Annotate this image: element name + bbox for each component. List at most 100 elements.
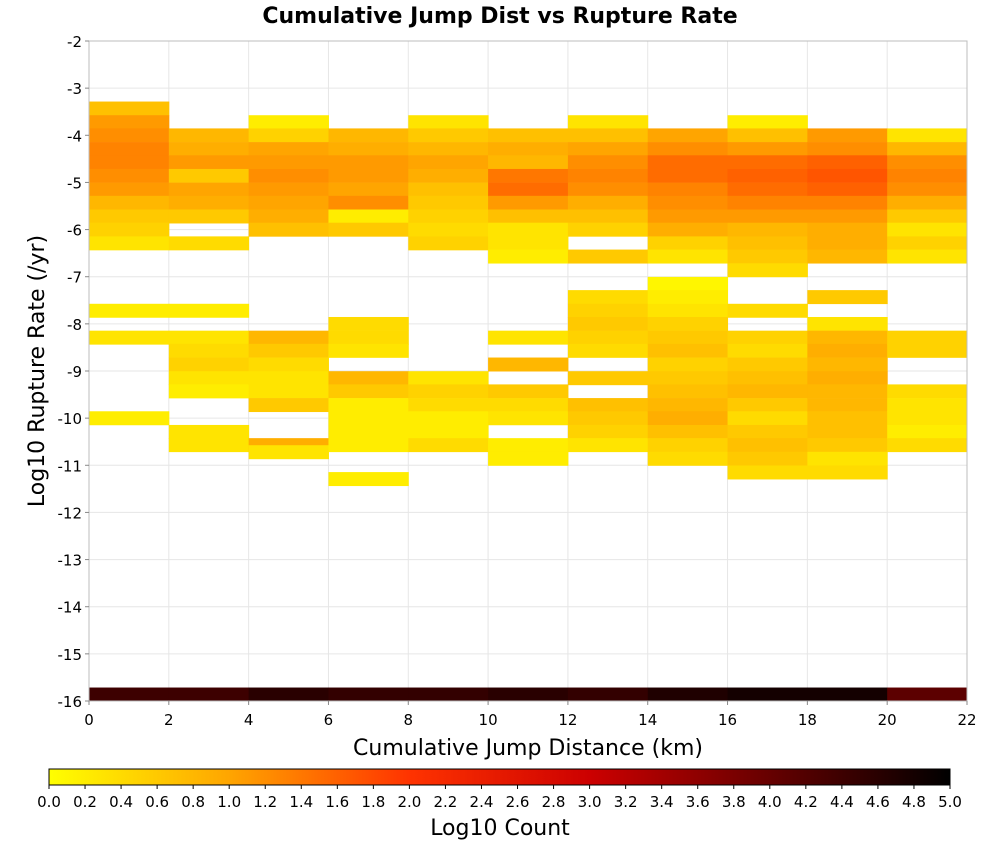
heatmap-cell: [647, 195, 729, 210]
heatmap-cell: [89, 330, 170, 345]
heatmap-cell: [328, 411, 409, 426]
colorbar-label: Log10 Count: [430, 816, 570, 841]
heatmap-cell: [807, 155, 888, 170]
colorbar-tick-label: 2.4: [470, 793, 494, 811]
heatmap-cell: [488, 168, 569, 183]
heatmap-cell: [727, 115, 808, 130]
colorbar-tick-label: 2.2: [434, 793, 458, 811]
heatmap-cell: [727, 222, 808, 237]
heatmap-cell: [887, 128, 968, 143]
heatmap-cell: [328, 384, 409, 399]
heatmap-cell: [807, 249, 888, 264]
heatmap-cell: [408, 209, 489, 224]
heatmap-cell: [89, 115, 170, 130]
heatmap-cell: [887, 155, 968, 170]
heatmap-cell: [89, 168, 170, 183]
heatmap-cell: [647, 182, 729, 197]
heatmap-cell: [248, 142, 329, 157]
heatmap-cell: [887, 398, 968, 413]
y-tick-label: -6: [67, 222, 82, 240]
heatmap-cell: [89, 687, 170, 702]
heatmap-cell: [887, 249, 968, 264]
heatmap-cell: [727, 182, 808, 197]
heatmap-cell: [248, 343, 329, 358]
heatmap-cell: [567, 209, 649, 224]
heatmap-cell: [168, 168, 250, 183]
colorbar-tick-label: 3.6: [686, 793, 710, 811]
heatmap-cell: [408, 222, 489, 237]
heatmap-cell: [807, 316, 888, 331]
heatmap-cell: [567, 128, 649, 143]
heatmap-cell: [328, 142, 409, 157]
heatmap-cell: [887, 411, 968, 426]
heatmap-cell: [647, 155, 729, 170]
heatmap-cell: [328, 128, 409, 143]
y-tick-label: -4: [67, 127, 82, 145]
heatmap-cell: [248, 357, 329, 372]
heatmap-cell: [168, 142, 250, 157]
heatmap-cell: [647, 330, 729, 345]
heatmap-cell: [807, 424, 888, 439]
heatmap-cell: [647, 236, 729, 251]
heatmap-cell: [328, 472, 409, 487]
heatmap-cell: [567, 222, 649, 237]
heatmap-cell: [727, 465, 808, 480]
heatmap-cell: [887, 236, 968, 251]
heatmap-cell: [727, 398, 808, 413]
x-tick-label: 0: [84, 711, 94, 729]
heatmap-cell: [408, 411, 489, 426]
heatmap-cell: [727, 168, 808, 183]
heatmap-cell: [807, 411, 888, 426]
heatmap-cell: [807, 384, 888, 399]
heatmap-cell: [807, 236, 888, 251]
heatmap-cell: [727, 142, 808, 157]
heatmap-cell: [887, 209, 968, 224]
heatmap-cell: [807, 465, 888, 480]
heatmap-cell: [408, 398, 489, 413]
heatmap-cell: [567, 343, 649, 358]
heatmap-cell: [89, 303, 170, 318]
colorbar: [48, 768, 951, 786]
y-tick-label: -7: [67, 269, 82, 287]
y-tick-label: -11: [58, 457, 83, 475]
heatmap-cell: [408, 384, 489, 399]
heatmap-cell: [89, 236, 170, 251]
heatmap-cell: [887, 195, 968, 210]
heatmap-cell: [168, 357, 250, 372]
x-tick-label: 22: [957, 711, 976, 729]
y-axis-ticks: -2 -3 -4 -5 -6 -7 -8 -9 -10 -11 -12 -13 -14 -15 -16: [58, 33, 89, 711]
colorbar-tick-label: 0.2: [73, 793, 97, 811]
colorbar-tick-label: 4.4: [830, 793, 854, 811]
heatmap-cell: [727, 195, 808, 210]
colorbar-tick-label: 1.0: [217, 793, 241, 811]
heatmap-cell: [727, 343, 808, 358]
x-tick-label: 8: [403, 711, 413, 729]
heatmap-cell: [647, 290, 729, 305]
heatmap-cell: [567, 424, 649, 439]
heatmap-cell: [408, 155, 489, 170]
heatmap-cell: [488, 357, 569, 372]
heatmap-cell: [328, 182, 409, 197]
y-tick-label: -12: [58, 504, 83, 522]
heatmap-cell: [727, 384, 808, 399]
heatmap-cell: [408, 236, 489, 251]
heatmap-cell: [647, 128, 729, 143]
heatmap-cell: [89, 101, 170, 116]
colorbar-tick-label: 1.6: [325, 793, 349, 811]
heatmap-cell: [248, 128, 329, 143]
heatmap-cell: [89, 411, 170, 426]
heatmap-cell: [727, 128, 808, 143]
y-tick-label: -14: [58, 599, 83, 617]
y-tick-label: -2: [67, 33, 82, 51]
y-tick-label: -10: [58, 410, 83, 428]
heatmap-cell: [567, 316, 649, 331]
heatmap-cell: [408, 128, 489, 143]
heatmap-cell: [248, 371, 329, 386]
heatmap-cell: [168, 128, 250, 143]
heatmap-cell: [887, 142, 968, 157]
heatmap-cell: [328, 222, 409, 237]
heatmap-cell: [248, 209, 329, 224]
heatmap-cell: [408, 438, 489, 453]
heatmap-cell: [647, 424, 729, 439]
heatmap-cell: [168, 438, 250, 453]
